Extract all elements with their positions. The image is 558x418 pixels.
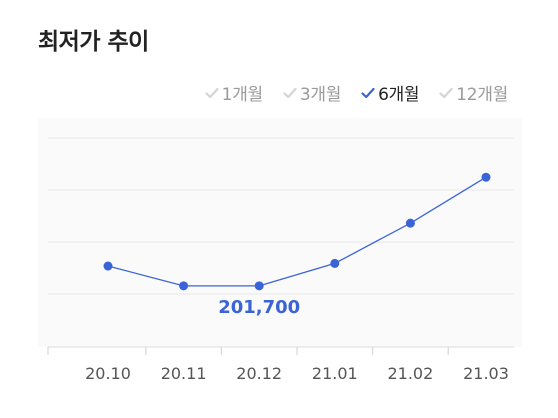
series-line xyxy=(107,176,487,287)
period-tab-label: 1개월 xyxy=(221,85,264,105)
x-tick-label: 20.11 xyxy=(161,364,207,383)
period-tab-0[interactable]: 1개월 xyxy=(205,80,263,105)
check-icon xyxy=(283,87,297,98)
period-tab-3[interactable]: 12개월 xyxy=(439,80,508,105)
min-price-label: 201,700 xyxy=(218,297,300,318)
data-point xyxy=(254,281,264,291)
x-tick-label: 21.03 xyxy=(463,364,509,383)
x-tick-label: 21.01 xyxy=(312,364,358,383)
check-icon xyxy=(439,87,453,98)
period-tab-label: 6개월 xyxy=(378,85,420,105)
check-icon xyxy=(361,87,375,98)
plot-background xyxy=(38,118,522,347)
x-tick-label: 21.02 xyxy=(387,364,433,383)
data-point xyxy=(405,218,415,228)
page-title: 최저가 추이 xyxy=(38,29,149,55)
price-trend-chart-svg: 20.10 20.11 20.12 21.01 21.02 21.03 201,700 xyxy=(38,118,522,383)
x-tick-label: 20.12 xyxy=(236,364,282,383)
price-trend-chart: 20.10 20.11 20.12 21.01 21.02 21.03 201,700 xyxy=(38,118,522,418)
data-point xyxy=(481,172,491,182)
period-tab-2[interactable]: 6개월 xyxy=(361,80,420,105)
check-icon xyxy=(205,87,219,98)
x-tick-label: 20.10 xyxy=(85,364,131,383)
period-tab-1[interactable]: 3개월 xyxy=(283,80,341,105)
data-point xyxy=(179,281,189,291)
data-point xyxy=(103,261,113,271)
data-point xyxy=(330,258,340,268)
period-selector: 1개월 3개월 6개월 12개월 xyxy=(205,80,508,105)
period-tab-label: 12개월 xyxy=(456,85,508,105)
period-tab-label: 3개월 xyxy=(299,85,342,105)
